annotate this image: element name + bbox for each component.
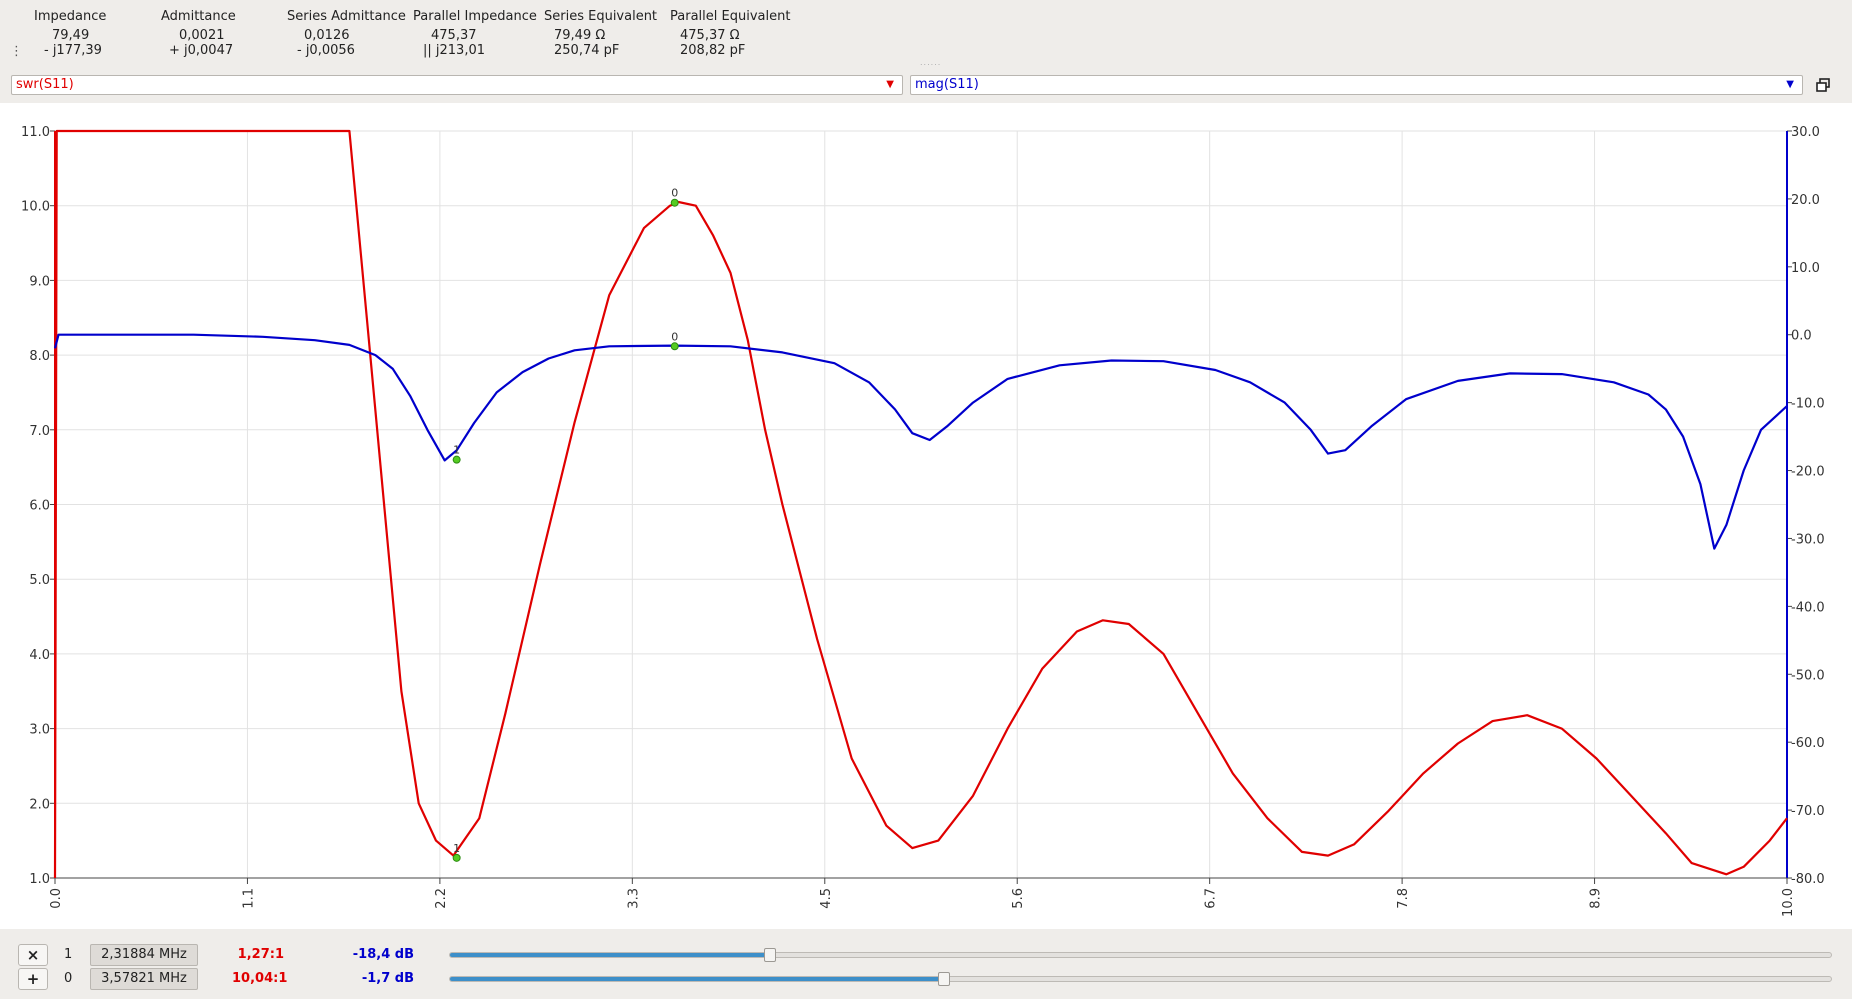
y-right-tick-label: -10.0: [1791, 397, 1825, 412]
marker-frequency-slider[interactable]: [449, 972, 1832, 986]
admittance-imag: + j0,0047: [169, 43, 234, 58]
info-panel: ⋮ Impedance 79,49 - j177,39 Admittance 0…: [0, 0, 1852, 68]
swr-magnitude-chart: 0.0 1.1 2.2 3.3 4.5 5.6 6.7 7.8 8.9 10.011.010.09…: [21, 125, 1825, 917]
marker-row-0: + 0 3,57821 MHz 10,04:1 -1,7 dB: [0, 968, 1852, 992]
marker-row-1: × 1 2,31884 MHz 1,27:1 -18,4 dB: [0, 944, 1852, 968]
admittance-real: 0,0021: [179, 28, 225, 43]
x-tick-label: 3.3: [626, 888, 641, 909]
marker-swr-value: 10,04:1: [232, 971, 288, 986]
right-trace-value: mag(S11): [915, 77, 979, 92]
x-tick-label: 5.6: [1011, 888, 1026, 909]
parallel-equivalent-capacitance: 208,82 pF: [680, 43, 746, 58]
series-admittance-header: Series Admittance: [287, 9, 406, 24]
parallel-impedance-imag: || j213,01: [423, 43, 485, 58]
admittance-header: Admittance: [161, 9, 236, 24]
window-restore-icon[interactable]: [1814, 76, 1832, 94]
slider-fill: [450, 953, 771, 957]
series-admittance-column: Series Admittance 0,0126 - j0,0056: [287, 9, 406, 58]
marker-id: 1: [64, 947, 73, 962]
splitter-handle[interactable]: ......: [920, 58, 942, 67]
marker-point-mag: [452, 455, 461, 464]
marker-panel: × 1 2,31884 MHz 1,27:1 -18,4 dB + 0 3,57…: [0, 930, 1852, 999]
marker-point-swr: [452, 853, 461, 862]
y-left-tick-label: 10.0: [21, 200, 50, 215]
y-left-tick-label: 5.0: [29, 573, 50, 588]
y-right-tick-label: 20.0: [1791, 193, 1820, 208]
impedance-real: 79,49: [52, 28, 90, 43]
mag-series-line: [53, 333, 1788, 550]
y-left-tick-label: 7.0: [29, 424, 50, 439]
marker-id: 0: [64, 971, 73, 986]
y-left-tick-label: 3.0: [29, 723, 50, 738]
x-tick-label: 2.2: [434, 888, 449, 909]
impedance-header: Impedance: [34, 9, 107, 24]
chevron-down-icon[interactable]: ▼: [1786, 79, 1794, 90]
y-left-tick-label: 11.0: [21, 125, 50, 140]
marker-mag-value: -18,4 dB: [352, 947, 414, 962]
marker-frequency-slider[interactable]: [449, 948, 1832, 962]
y-left-tick-label: 6.0: [29, 499, 50, 514]
admittance-column: Admittance 0,0021 + j0,0047: [161, 9, 236, 58]
marker-swr-value: 1,27:1: [237, 947, 284, 962]
y-right-tick-label: -50.0: [1791, 668, 1825, 683]
right-trace-select[interactable]: mag(S11) ▼: [910, 75, 1803, 95]
marker-label-mag: 1: [453, 444, 460, 457]
y-right-tick-label: -40.0: [1791, 600, 1825, 615]
slider-handle[interactable]: [938, 972, 951, 986]
parallel-impedance-header: Parallel Impedance: [413, 9, 537, 24]
marker-point-mag: [670, 342, 679, 351]
x-tick-label: 7.8: [1396, 888, 1411, 909]
y-left-tick-label: 8.0: [29, 349, 50, 364]
y-right-tick-label: 30.0: [1791, 125, 1820, 140]
y-left-tick-label: 1.0: [29, 872, 50, 887]
marker-frequency-field[interactable]: 3,57821 MHz: [90, 968, 198, 990]
impedance-column: Impedance 79,49 - j177,39: [34, 9, 106, 58]
x-tick-label: 8.9: [1589, 888, 1604, 909]
drag-grip-icon[interactable]: ⋮: [10, 44, 23, 59]
chevron-down-icon[interactable]: ▼: [886, 79, 894, 90]
x-tick-label: 0.0: [49, 888, 64, 909]
add-marker-button[interactable]: +: [18, 968, 48, 990]
parallel-equivalent-column: Parallel Equivalent 475,37 Ω 208,82 pF: [670, 9, 790, 58]
parallel-equivalent-header: Parallel Equivalent: [670, 9, 791, 24]
x-tick-label: 4.5: [819, 888, 834, 909]
y-left-tick-label: 4.0: [29, 648, 50, 663]
y-right-tick-label: 0.0: [1791, 329, 1812, 344]
marker-mag-value: -1,7 dB: [361, 971, 414, 986]
series-equivalent-resistance: 79,49 Ω: [554, 28, 606, 43]
marker-label-mag: 0: [671, 330, 678, 343]
series-equivalent-header: Series Equivalent: [544, 9, 658, 24]
chart-area[interactable]: 0.0 1.1 2.2 3.3 4.5 5.6 6.7 7.8 8.9 10.0 11.0 10.0 9…: [0, 103, 1852, 929]
slider-handle[interactable]: [764, 948, 777, 962]
marker-point-swr: [670, 198, 679, 207]
y-right-tick-label: 10.0: [1791, 261, 1820, 276]
series-admittance-real: 0,0126: [304, 28, 350, 43]
parallel-equivalent-resistance: 475,37 Ω: [680, 28, 740, 43]
series-admittance-imag: - j0,0056: [297, 43, 355, 58]
left-trace-select[interactable]: swr(S11) ▼: [11, 75, 903, 95]
marker-label-swr: 0: [671, 187, 678, 200]
y-right-tick-label: -20.0: [1791, 465, 1825, 480]
remove-marker-button[interactable]: ×: [18, 944, 48, 966]
y-right-tick-label: -60.0: [1791, 736, 1825, 751]
y-left-tick-label: 9.0: [29, 274, 50, 289]
x-tick-label: 10.0: [1781, 888, 1796, 917]
impedance-imag: - j177,39: [44, 43, 102, 58]
y-right-tick-label: -80.0: [1791, 872, 1825, 887]
series-equivalent-capacitance: 250,74 pF: [554, 43, 620, 58]
series-equivalent-column: Series Equivalent 79,49 Ω 250,74 pF: [544, 9, 657, 58]
y-right-tick-label: -70.0: [1791, 804, 1825, 819]
x-tick-label: 6.7: [1204, 888, 1219, 909]
slider-fill: [450, 977, 945, 981]
y-right-tick-label: -30.0: [1791, 532, 1825, 547]
left-trace-value: swr(S11): [16, 77, 74, 92]
y-left-tick-label: 2.0: [29, 797, 50, 812]
marker-frequency-field[interactable]: 2,31884 MHz: [90, 944, 198, 966]
x-tick-label: 1.1: [241, 888, 256, 909]
marker-label-swr: 1: [453, 842, 460, 855]
swr-series-line: [53, 129, 1788, 879]
parallel-impedance-real: 475,37: [431, 28, 477, 43]
parallel-impedance-column: Parallel Impedance 475,37 || j213,01: [413, 9, 537, 58]
